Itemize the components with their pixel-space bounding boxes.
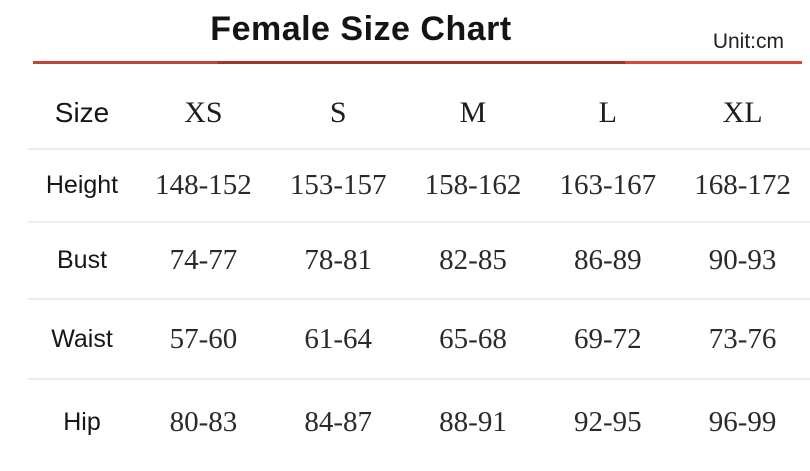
hip-m: 88-91: [439, 406, 507, 438]
bust-m: 82-85: [439, 244, 507, 276]
column-header-l: L: [598, 96, 617, 129]
table-row-waist: Waist 57-60 61-64 65-68 69-72 73-76: [28, 300, 810, 380]
row-label-waist: Waist: [51, 324, 113, 353]
table-row-hip: Hip 80-83 84-87 88-91 92-95 96-99: [28, 380, 810, 465]
waist-m: 65-68: [439, 322, 507, 355]
column-header-xs: XS: [184, 96, 223, 129]
row-label-hip: Hip: [63, 408, 101, 436]
unit-label: Unit:cm: [712, 30, 784, 53]
red-divider-line: [33, 61, 802, 64]
row-label-bust: Bust: [56, 246, 108, 274]
waist-l: 69-72: [573, 322, 642, 355]
height-xl: 168-172: [694, 169, 791, 201]
height-xs: 148-152: [155, 169, 252, 201]
page-title: Female Size Chart: [210, 10, 512, 48]
bust-xs: 74-77: [169, 244, 238, 276]
waist-xs: 57-60: [169, 322, 238, 355]
table-row-bust: Bust 74-77 78-81 82-85 86-89 90-93: [28, 223, 810, 300]
row-label-height: Height: [45, 171, 119, 199]
bust-s: 78-81: [304, 244, 373, 276]
height-m: 158-162: [424, 169, 522, 201]
size-table: Size XS S M L XL Height 148-152 153-157 …: [28, 78, 810, 465]
hip-xs: 80-83: [169, 406, 238, 438]
column-header-size: Size: [54, 97, 110, 128]
bust-xl: 90-93: [708, 244, 777, 276]
waist-xl: 73-76: [708, 322, 777, 355]
table-header-row: Size XS S M L XL: [28, 78, 810, 150]
table-row-height: Height 148-152 153-157 158-162 163-167 1…: [28, 150, 810, 223]
bust-l: 86-89: [573, 244, 642, 276]
chart-header: Female Size Chart Unit:cm: [0, 0, 810, 78]
height-s: 153-157: [289, 169, 387, 201]
column-header-m: M: [459, 96, 487, 129]
hip-l: 92-95: [573, 406, 642, 438]
waist-s: 61-64: [304, 322, 373, 355]
hip-xl: 96-99: [708, 406, 777, 438]
height-l: 163-167: [559, 169, 657, 201]
column-header-s: S: [329, 96, 347, 129]
column-header-xl: XL: [722, 96, 763, 129]
hip-s: 84-87: [304, 406, 373, 438]
